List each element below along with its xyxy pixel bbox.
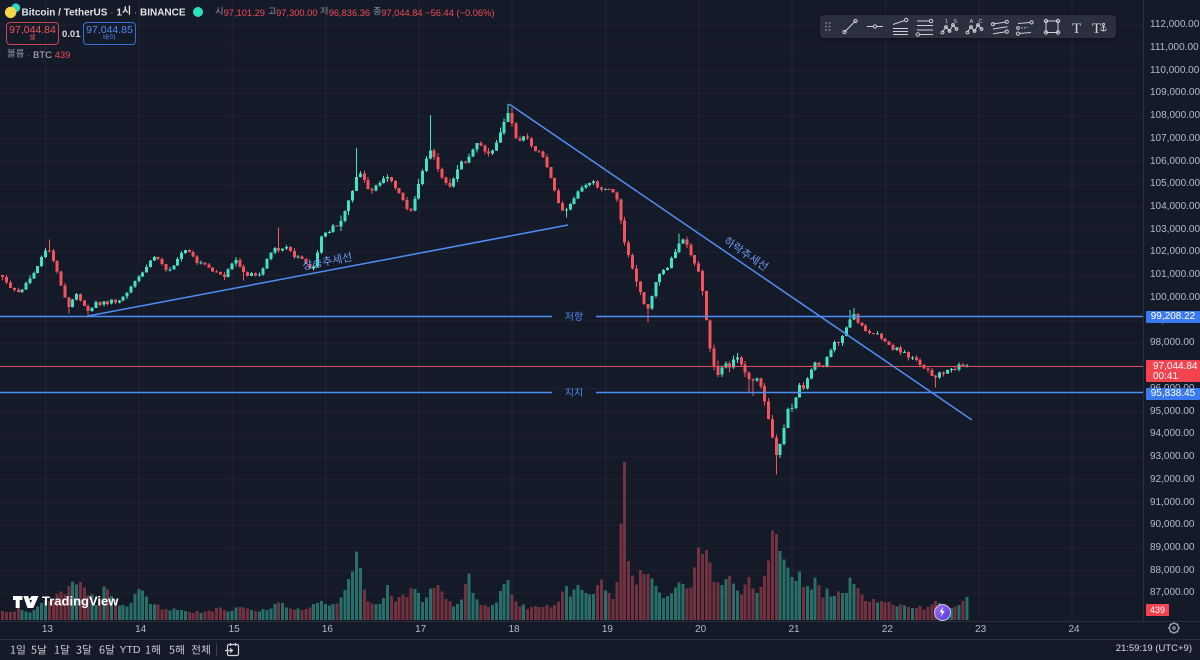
svg-text:A: A bbox=[970, 19, 974, 25]
svg-text:1: 1 bbox=[945, 19, 948, 25]
svg-text:T: T bbox=[1072, 21, 1081, 37]
svg-text:T: T bbox=[1092, 21, 1101, 37]
svg-text:5: 5 bbox=[954, 19, 957, 25]
svg-text:TradingView: TradingView bbox=[42, 594, 119, 609]
svg-text:C: C bbox=[979, 19, 983, 25]
